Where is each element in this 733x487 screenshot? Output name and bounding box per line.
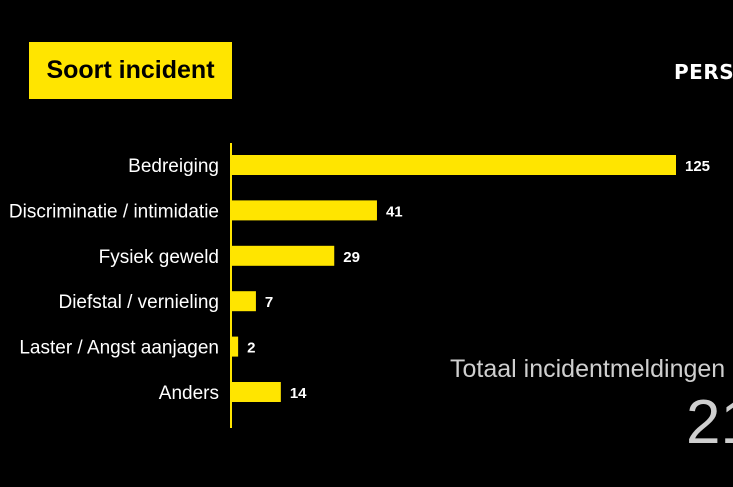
bar xyxy=(231,336,239,357)
total-label: Totaal incidentmeldingen xyxy=(450,355,726,383)
category-label: Fysiek geweld xyxy=(99,247,219,268)
title-box: Soort incident xyxy=(29,42,232,99)
category-label: Bedreiging xyxy=(128,156,219,177)
bar xyxy=(231,155,676,175)
bar xyxy=(231,245,335,266)
bars xyxy=(231,155,676,402)
category-label: Discriminatie / intimidatie xyxy=(9,201,219,222)
value-label: 29 xyxy=(343,249,360,266)
value-label: 125 xyxy=(685,158,710,175)
total-value: 21 xyxy=(686,388,733,457)
category-labels: Bedreiging Discriminatie / intimidatie Fys… xyxy=(9,156,219,404)
bar xyxy=(231,382,281,402)
value-label: 14 xyxy=(290,385,307,402)
brand-logo: PERSV xyxy=(674,60,733,84)
bar xyxy=(231,291,256,312)
value-label: 2 xyxy=(247,340,255,357)
value-labels: 125 41 29 7 2 14 xyxy=(247,158,710,402)
category-label: Anders xyxy=(159,383,219,404)
value-label: 7 xyxy=(265,294,273,311)
bar xyxy=(231,200,377,221)
chart-title: Soort incident xyxy=(46,56,215,84)
brand-text: PERS xyxy=(674,60,733,84)
category-label: Laster / Angst aanjagen xyxy=(19,338,219,359)
value-label: 41 xyxy=(386,203,403,220)
category-label: Diefstal / vernieling xyxy=(58,292,219,313)
